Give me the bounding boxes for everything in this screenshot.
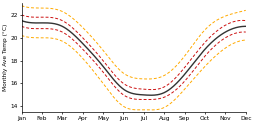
Y-axis label: Monthly Ave Temp (°C): Monthly Ave Temp (°C) <box>4 24 8 92</box>
